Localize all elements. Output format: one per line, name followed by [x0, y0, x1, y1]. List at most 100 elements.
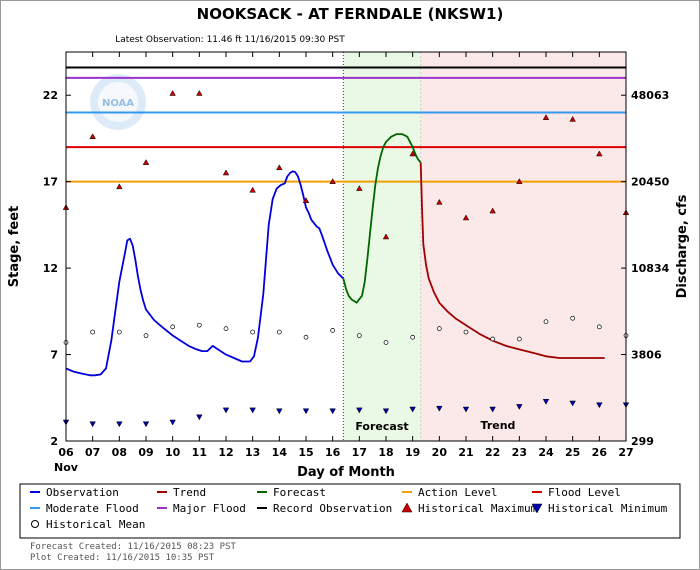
historical-mean-point: [356, 333, 362, 338]
historical-minimum-point: [596, 402, 603, 409]
historical-minimum-point: [542, 398, 550, 405]
historical-mean-point: [223, 326, 229, 331]
x-tick-label: 11: [192, 446, 207, 459]
y2-tick-label: 3806: [631, 349, 662, 362]
plot-area-border: [65, 51, 627, 442]
historical-mean-point: [436, 326, 442, 331]
legend-label: Forecast: [273, 486, 326, 499]
x-tick-label: 06: [58, 446, 74, 459]
historical-mean-point: [90, 329, 96, 335]
historical-mean-point: [490, 336, 496, 342]
noaa-logo: NOAA: [90, 74, 146, 130]
historical-minimum-point: [382, 408, 390, 415]
forecast-series-line: [342, 133, 422, 304]
x-tick-label: 24: [538, 446, 554, 459]
legend-box: [19, 483, 681, 539]
historical-mean-point: [276, 329, 282, 335]
chart-title: NOOKSACK - AT FERNDALE (NKSW1): [197, 5, 504, 23]
historical-minimum-point: [356, 407, 363, 414]
legend-item-record-observation: Record Observation: [257, 502, 392, 515]
historical-minimum-point: [196, 414, 203, 421]
historical-maximum-point: [89, 133, 96, 139]
historical-maximum-point: [569, 115, 576, 122]
historical-maximum-point: [222, 169, 230, 176]
historical-mean-point: [516, 336, 522, 342]
x-tick-label: 10: [165, 446, 181, 459]
forecast-created-text: Forecast Created: 11/16/2015 08:23 PST: [30, 542, 236, 552]
y2-tick-label: 10834: [631, 262, 670, 275]
x-tick-label: 09: [138, 446, 153, 459]
y-tick-label: 2: [50, 435, 58, 448]
historical-minimum-point: [436, 405, 443, 412]
legend-item-historical-maximum: Historical Maximum: [401, 502, 538, 515]
historical-maximum-point: [382, 233, 390, 240]
historical-mean-point: [330, 328, 336, 333]
historical-maximum-point: [542, 114, 550, 120]
legend-label: Historical Maximum: [418, 502, 538, 515]
historical-minimum-point: [489, 406, 496, 413]
historical-minimum-point: [276, 408, 283, 415]
historical-minimum-point: [462, 406, 470, 413]
trend-region-label: Trend: [481, 419, 516, 432]
x-tick-label: 13: [245, 446, 260, 459]
x-tick-label: 26: [592, 446, 608, 459]
x-tick-label: 27: [618, 446, 633, 459]
historical-minimum-point: [302, 408, 310, 415]
historical-maximum-point: [302, 197, 310, 203]
historical-maximum-point: [489, 207, 496, 214]
trend-series-line: [419, 162, 605, 359]
historical-mean-point: [570, 315, 576, 321]
historical-minimum-point: [116, 421, 123, 428]
legend-label: Record Observation: [273, 502, 392, 515]
historical-minimum-point: [329, 408, 336, 415]
legend-label: Flood Level: [548, 486, 621, 499]
legend: Observation Trend Forecast Action Level Floo…: [19, 483, 681, 539]
chart-subtitle: Latest Observation: 11.46 ft 11/16/2015 …: [115, 35, 345, 45]
historical-mean-point: [143, 333, 149, 338]
historical-minimum-point: [222, 407, 230, 414]
forecast-region-label: Forecast: [355, 420, 408, 433]
x-tick-label: 23: [512, 446, 527, 459]
legend-item-historical-minimum: Historical Minimum: [531, 502, 668, 515]
legend-swatch: [531, 503, 543, 514]
legend-swatch: [401, 502, 413, 513]
historical-minimum-point: [569, 400, 576, 407]
y2-axis-label: Discharge, cfs: [675, 194, 690, 298]
x-tick-label: 18: [378, 446, 393, 459]
y2-tick-label: 299: [631, 435, 654, 448]
historical-maximum-point: [436, 198, 443, 205]
historical-maximum-point: [516, 178, 523, 184]
legend-item-major-flood: Major Flood: [157, 502, 246, 515]
legend-swatch: [31, 520, 39, 528]
legend-label: Trend: [173, 486, 206, 499]
legend-item-trend: Trend: [157, 486, 206, 499]
x-tick-label: 20: [432, 446, 448, 459]
historical-mean-point: [543, 319, 549, 325]
historical-minimum-point: [142, 421, 150, 428]
historical-maximum-point: [196, 89, 203, 96]
historical-mean-point: [196, 322, 202, 328]
historical-maximum-point: [116, 183, 123, 190]
historical-minimum-point: [89, 421, 96, 428]
noaa-logo-text: NOAA: [102, 98, 134, 109]
x-tick-label: 16: [325, 446, 341, 459]
legend-label: Historical Minimum: [548, 502, 668, 515]
historical-mean-point: [410, 334, 416, 340]
historical-mean-point: [303, 334, 309, 340]
x-axis-label: Day of Month: [297, 465, 395, 480]
x-tick-label: 21: [458, 446, 473, 459]
historical-mean-point: [116, 329, 122, 335]
trend-region: [420, 52, 626, 441]
legend-label: Major Flood: [173, 502, 246, 515]
historical-maximum-point: [596, 150, 603, 157]
historical-minimum-point: [169, 419, 176, 426]
y-tick-label: 22: [43, 89, 58, 102]
historical-minimum-point: [409, 406, 416, 413]
legend-label: Observation: [46, 486, 119, 499]
historical-mean-point: [596, 324, 602, 330]
x-tick-label: 15: [298, 446, 313, 459]
legend-item-historical-mean: Historical Mean: [31, 518, 145, 531]
historical-mean-point: [250, 329, 256, 335]
historical-maximum-point: [409, 150, 416, 157]
